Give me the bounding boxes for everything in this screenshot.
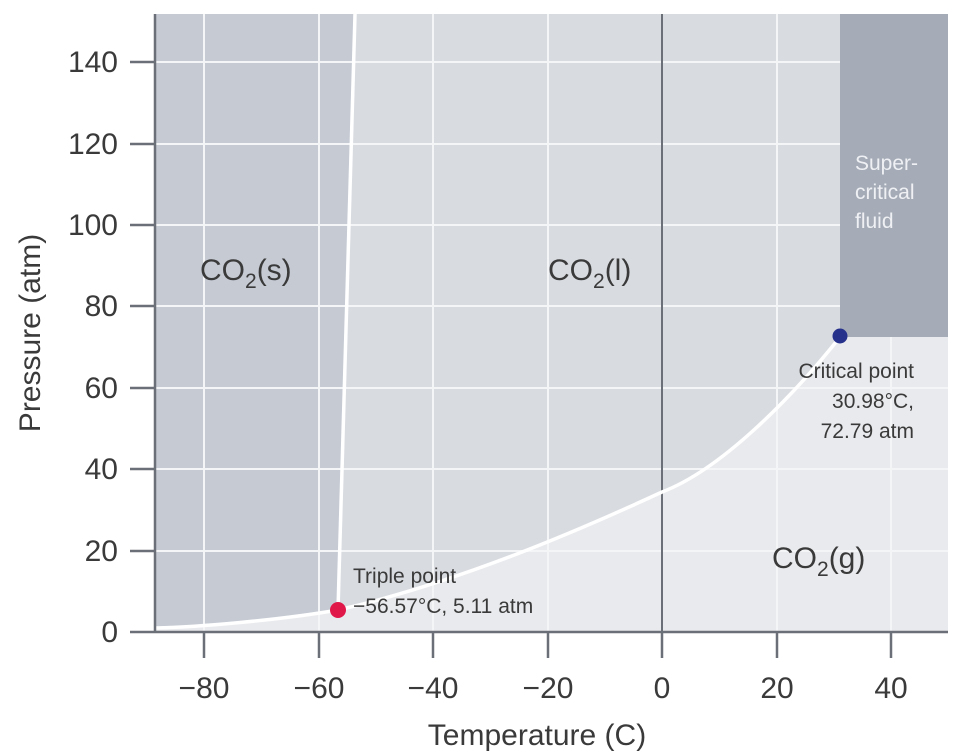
triple-point-marker (330, 602, 346, 618)
solid-region (155, 14, 355, 628)
y-tick-label: 20 (85, 535, 118, 568)
svg-text:−56.57°C, 5.11 atm: −56.57°C, 5.11 atm (353, 595, 533, 618)
svg-text:fluid: fluid (855, 210, 894, 233)
x-tick-label: 20 (760, 672, 793, 705)
x-tick-label: 0 (654, 672, 671, 705)
svg-text:Super-: Super- (855, 152, 918, 175)
y-tick-label: 100 (68, 209, 118, 242)
y-tick-labels: 0 20 40 60 80 100 120 140 (68, 46, 118, 649)
x-tick-label: −40 (408, 672, 459, 705)
sublimation-curve (154, 608, 339, 630)
y-tick-label: 40 (85, 453, 118, 486)
gridlines (155, 14, 948, 632)
y-axis-title: Pressure (atm) (14, 234, 47, 432)
y-tick-label: 0 (101, 616, 118, 649)
critical-point-annotation: Critical point 30.98°C, 72.79 atm (798, 360, 914, 443)
x-tick-label: −60 (294, 672, 345, 705)
axes (130, 14, 948, 658)
melting-curve (336, 13, 357, 611)
x-axis-title: Temperature (C) (428, 719, 646, 752)
liquid-region-label: CO2(l) (548, 254, 631, 293)
svg-text:72.79 atm: 72.79 atm (821, 420, 914, 443)
y-tick-label: 80 (85, 290, 118, 323)
gas-region-label: CO2(g) (772, 542, 865, 581)
supercritical-label: Super- critical fluid (855, 152, 918, 233)
svg-text:critical: critical (855, 181, 915, 204)
triple-point-annotation: Triple point −56.57°C, 5.11 atm (353, 565, 533, 618)
x-tick-label: −20 (523, 672, 574, 705)
solid-region-label: CO2(s) (200, 254, 292, 293)
y-tick-label: 140 (68, 46, 118, 79)
vaporization-curve (337, 335, 842, 612)
supercritical-region (840, 14, 948, 337)
x-tick-label: 40 (874, 672, 907, 705)
y-tick-label: 120 (68, 128, 118, 161)
svg-text:Triple point: Triple point (353, 565, 456, 588)
critical-point-marker (832, 328, 848, 344)
phase-boundaries (154, 13, 842, 630)
x-tick-label: −80 (179, 672, 230, 705)
svg-text:30.98°C,: 30.98°C, (832, 390, 914, 413)
svg-text:Critical point: Critical point (798, 360, 914, 383)
y-tick-label: 60 (85, 372, 118, 405)
x-tick-labels: −80 −60 −40 −20 0 20 40 (179, 672, 908, 705)
